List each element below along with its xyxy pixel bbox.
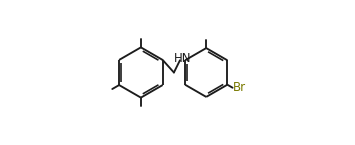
Text: HN: HN xyxy=(174,52,191,65)
Text: Br: Br xyxy=(233,81,246,94)
